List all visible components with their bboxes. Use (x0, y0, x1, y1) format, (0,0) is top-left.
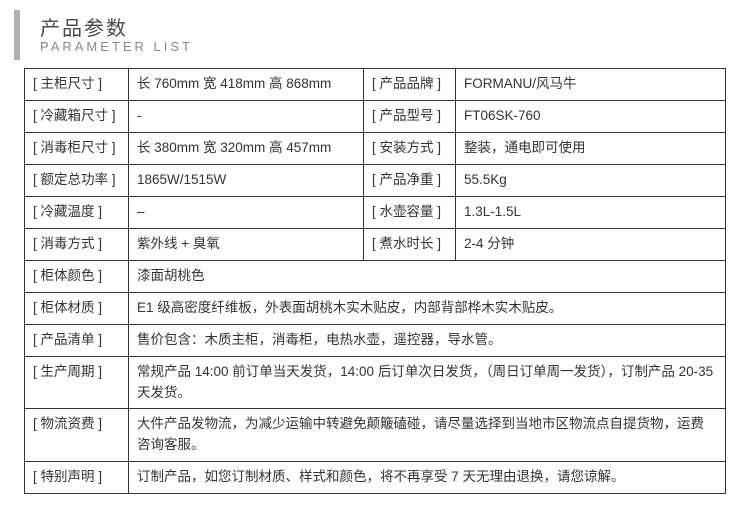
param-label: [ 生产周期 ] (25, 356, 129, 409)
table-row: [ 消毒柜尺寸 ]长 380mm 宽 320mm 高 457mm[ 安装方式 ]… (25, 133, 726, 165)
param-label: [ 主柜尺寸 ] (25, 69, 129, 101)
param-value: 售价包含：木质主柜，消毒柜，电热水壶，遥控器，导水管。 (129, 324, 726, 356)
header-title-cn: 产品参数 (40, 18, 730, 40)
table-row: [ 生产周期 ]常规产品 14:00 前订单当天发货，14:00 后订单次日发货… (25, 356, 726, 409)
param-value: 1.3L-1.5L (456, 196, 726, 228)
table-row: [ 冷藏温度 ]–[ 水壶容量 ]1.3L-1.5L (25, 196, 726, 228)
param-label: [ 特别声明 ] (25, 462, 129, 494)
param-label: [ 冷藏箱尺寸 ] (25, 101, 129, 133)
table-row: [ 物流资费 ]大件产品发物流，为减少运输中转避免颠簸磕碰，请尽量选择到当地市区… (25, 409, 726, 462)
table-row: [ 冷藏箱尺寸 ]-[ 产品型号 ]FT06SK-760 (25, 101, 726, 133)
param-label: [ 安装方式 ] (364, 133, 456, 165)
param-value: 长 380mm 宽 320mm 高 457mm (129, 133, 364, 165)
table-row: [ 柜体材质 ]E1 级高密度纤维板，外表面胡桃木实木贴皮，内部背部桦木实木贴皮… (25, 292, 726, 324)
param-value: FORMANU/风马牛 (456, 69, 726, 101)
param-label: [ 煮水时长 ] (364, 228, 456, 260)
section-header: 产品参数 PARAMETER LIST (14, 10, 750, 60)
param-label: [ 水壶容量 ] (364, 196, 456, 228)
param-label: [ 物流资费 ] (25, 409, 129, 462)
param-label: [ 产品型号 ] (364, 101, 456, 133)
param-label: [ 柜体材质 ] (25, 292, 129, 324)
param-label: [ 消毒方式 ] (25, 228, 129, 260)
param-value: – (129, 196, 364, 228)
param-value: 2-4 分钟 (456, 228, 726, 260)
param-value: 紫外线 + 臭氧 (129, 228, 364, 260)
param-label: [ 产品品牌 ] (364, 69, 456, 101)
param-value: 大件产品发物流，为减少运输中转避免颠簸磕碰，请尽量选择到当地市区物流点自提货物，… (129, 409, 726, 462)
table-row: [ 产品清单 ]售价包含：木质主柜，消毒柜，电热水壶，遥控器，导水管。 (25, 324, 726, 356)
param-value: 整装，通电即可使用 (456, 133, 726, 165)
parameter-table: [ 主柜尺寸 ]长 760mm 宽 418mm 高 868mm[ 产品品牌 ]F… (24, 68, 726, 494)
parameter-table-wrap: [ 主柜尺寸 ]长 760mm 宽 418mm 高 868mm[ 产品品牌 ]F… (0, 68, 750, 506)
param-value: 常规产品 14:00 前订单当天发货，14:00 后订单次日发货，（周日订单周一… (129, 356, 726, 409)
table-row: [ 额定总功率 ]1865W/1515W[ 产品净重 ]55.5Kg (25, 165, 726, 197)
param-value: E1 级高密度纤维板，外表面胡桃木实木贴皮，内部背部桦木实木贴皮。 (129, 292, 726, 324)
table-row: [ 消毒方式 ]紫外线 + 臭氧[ 煮水时长 ]2-4 分钟 (25, 228, 726, 260)
param-label: [ 柜体颜色 ] (25, 260, 129, 292)
param-label: [ 产品清单 ] (25, 324, 129, 356)
param-label: [ 消毒柜尺寸 ] (25, 133, 129, 165)
param-value: - (129, 101, 364, 133)
param-label: [ 额定总功率 ] (25, 165, 129, 197)
param-value: FT06SK-760 (456, 101, 726, 133)
table-row: [ 柜体颜色 ]漆面胡桃色 (25, 260, 726, 292)
table-row: [ 特别声明 ]订制产品，如您订制材质、样式和颜色，将不再享受 7 天无理由退换… (25, 462, 726, 494)
param-value: 长 760mm 宽 418mm 高 868mm (129, 69, 364, 101)
table-row: [ 主柜尺寸 ]长 760mm 宽 418mm 高 868mm[ 产品品牌 ]F… (25, 69, 726, 101)
param-value: 55.5Kg (456, 165, 726, 197)
header-title-en: PARAMETER LIST (40, 40, 730, 54)
param-value: 1865W/1515W (129, 165, 364, 197)
param-label: [ 产品净重 ] (364, 165, 456, 197)
param-value: 漆面胡桃色 (129, 260, 726, 292)
param-value: 订制产品，如您订制材质、样式和颜色，将不再享受 7 天无理由退换，请您谅解。 (129, 462, 726, 494)
param-label: [ 冷藏温度 ] (25, 196, 129, 228)
